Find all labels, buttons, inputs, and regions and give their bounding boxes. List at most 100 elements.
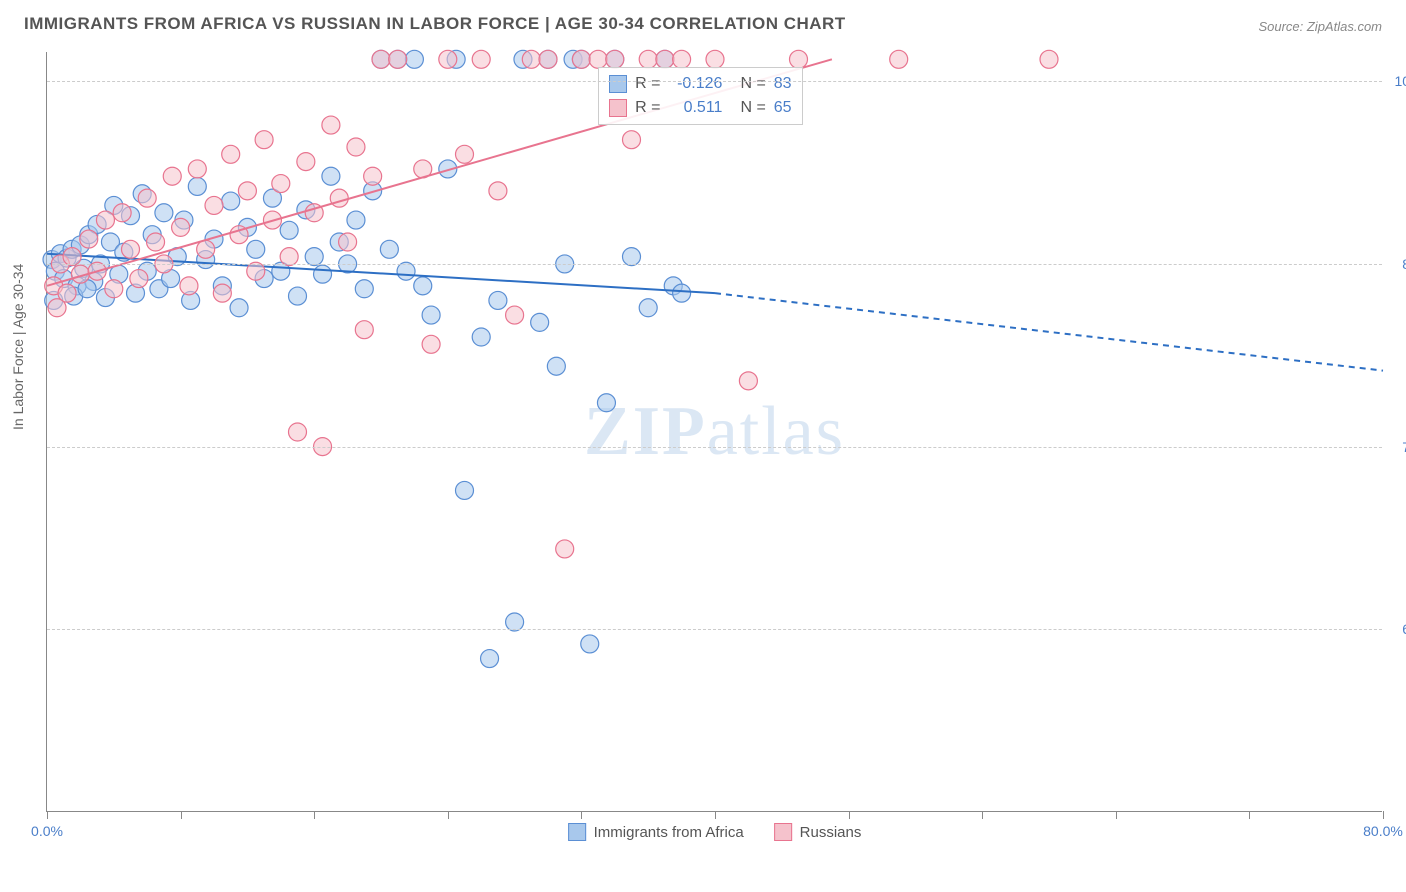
data-point	[380, 240, 398, 258]
data-point	[122, 240, 140, 258]
x-tick-mark	[47, 811, 48, 819]
legend-item: Immigrants from Africa	[568, 823, 744, 841]
data-point	[581, 635, 599, 653]
data-point	[673, 284, 691, 302]
data-point	[105, 280, 123, 298]
x-tick-mark	[448, 811, 449, 819]
corr-n-value: 83	[774, 72, 792, 96]
data-point	[623, 248, 641, 266]
data-point	[355, 280, 373, 298]
corr-n-label: N =	[740, 96, 765, 120]
data-point	[656, 50, 674, 68]
gridline	[47, 264, 1382, 265]
legend-label: Russians	[800, 824, 862, 841]
data-point	[790, 50, 808, 68]
data-point	[472, 328, 490, 346]
data-point	[314, 265, 332, 283]
data-point	[322, 167, 340, 185]
x-tick-mark	[1383, 811, 1384, 819]
data-point	[289, 423, 307, 441]
data-point	[389, 50, 407, 68]
legend-label: Immigrants from Africa	[594, 824, 744, 841]
legend-swatch	[568, 823, 586, 841]
data-point	[739, 372, 757, 390]
data-point	[556, 540, 574, 558]
data-point	[439, 50, 457, 68]
data-point	[489, 182, 507, 200]
x-tick-mark	[849, 811, 850, 819]
corr-swatch	[609, 99, 627, 117]
trend-line-extrapolated	[715, 293, 1383, 370]
data-point	[247, 240, 265, 258]
chart-title: IMMIGRANTS FROM AFRICA VS RUSSIAN IN LAB…	[24, 14, 846, 34]
data-point	[456, 145, 474, 163]
data-point	[422, 335, 440, 353]
data-point	[222, 192, 240, 210]
corr-r-value: 0.511	[668, 96, 722, 120]
data-point	[597, 394, 615, 412]
data-point	[606, 50, 624, 68]
data-point	[163, 167, 181, 185]
chart-area: ZIPatlas R =-0.126N =83R =0.511N =65 Imm…	[46, 52, 1382, 812]
data-point	[506, 306, 524, 324]
data-point	[297, 153, 315, 171]
x-tick-mark	[181, 811, 182, 819]
data-point	[639, 50, 657, 68]
data-point	[222, 145, 240, 163]
scatter-plot	[47, 52, 1382, 811]
data-point	[372, 50, 390, 68]
data-point	[272, 175, 290, 193]
legend-item: Russians	[774, 823, 862, 841]
data-point	[623, 131, 641, 149]
data-point	[347, 211, 365, 229]
data-point	[96, 211, 114, 229]
y-tick-label: 100.0%	[1395, 73, 1406, 89]
data-point	[63, 248, 81, 266]
data-point	[280, 221, 298, 239]
data-point	[481, 650, 499, 668]
data-point	[489, 291, 507, 309]
data-point	[397, 262, 415, 280]
gridline	[47, 447, 1382, 448]
data-point	[589, 50, 607, 68]
data-point	[706, 50, 724, 68]
data-point	[531, 313, 549, 331]
data-point	[197, 240, 215, 258]
data-point	[414, 277, 432, 295]
data-point	[230, 299, 248, 317]
y-tick-label: 62.5%	[1402, 621, 1406, 637]
data-point	[890, 50, 908, 68]
data-point	[247, 262, 265, 280]
data-point	[130, 270, 148, 288]
data-point	[347, 138, 365, 156]
data-point	[355, 321, 373, 339]
data-point	[289, 287, 307, 305]
gridline	[47, 81, 1382, 82]
data-point	[48, 299, 66, 317]
corr-r-label: R =	[635, 96, 660, 120]
data-point	[280, 248, 298, 266]
corr-n-label: N =	[740, 72, 765, 96]
data-point	[188, 177, 206, 195]
data-point	[80, 230, 98, 248]
data-point	[472, 50, 490, 68]
data-point	[364, 167, 382, 185]
data-point	[305, 248, 323, 266]
data-point	[147, 233, 165, 251]
data-point	[673, 50, 691, 68]
y-tick-label: 75.0%	[1402, 439, 1406, 455]
x-tick-mark	[1249, 811, 1250, 819]
data-point	[339, 233, 357, 251]
data-point	[330, 189, 348, 207]
x-tick-mark	[1116, 811, 1117, 819]
data-point	[1040, 50, 1058, 68]
data-point	[405, 50, 423, 68]
x-tick-mark	[715, 811, 716, 819]
data-point	[180, 277, 198, 295]
correlation-row: R = 0.511 N = 65	[609, 96, 791, 120]
correlation-box: R =-0.126N =83R =0.511N =65	[598, 67, 802, 125]
data-point	[188, 160, 206, 178]
corr-n-value: 65	[774, 96, 792, 120]
x-tick-label: 0.0%	[31, 823, 63, 839]
data-point	[255, 131, 273, 149]
